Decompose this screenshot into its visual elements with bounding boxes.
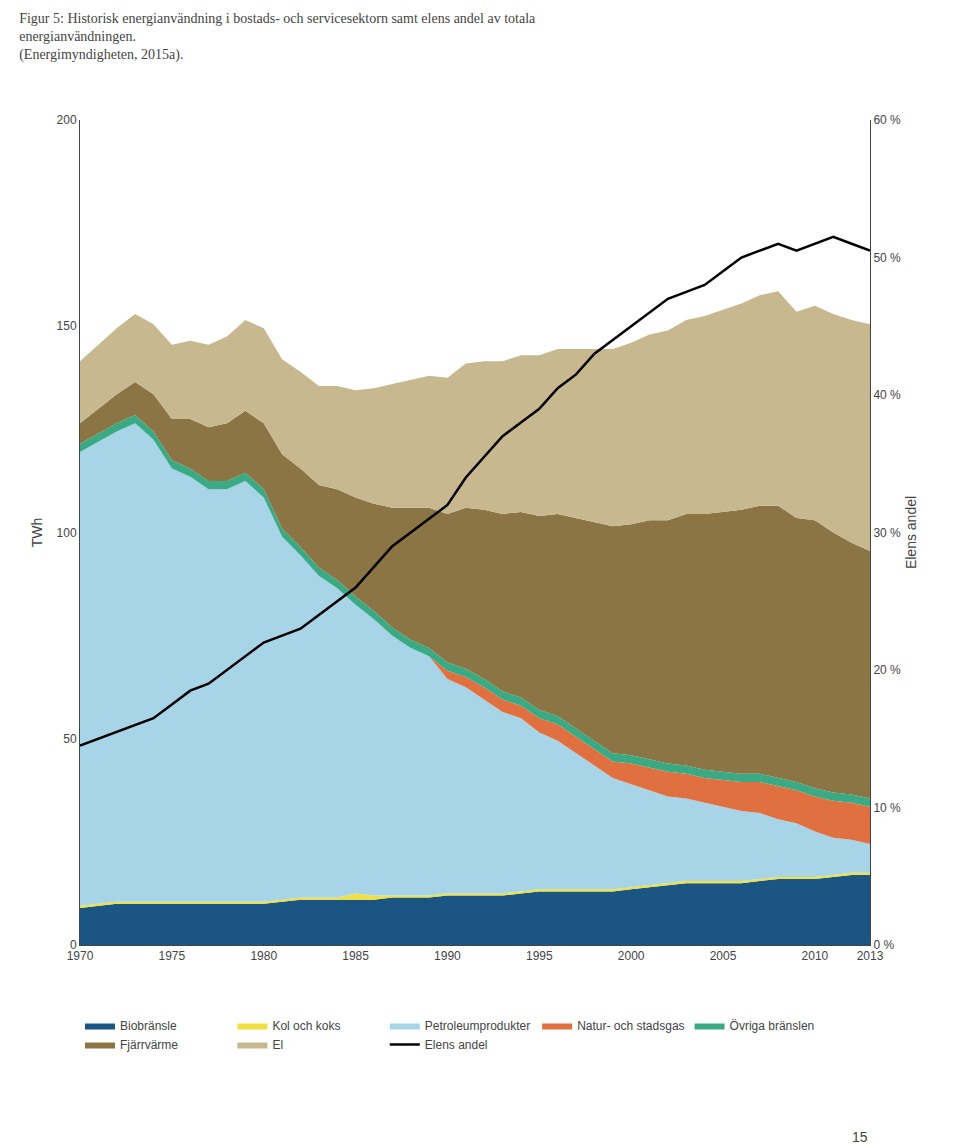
svg-text:Biobränsle: Biobränsle <box>120 1019 177 1033</box>
svg-text:1985: 1985 <box>342 949 369 963</box>
svg-text:Petroleumprodukter: Petroleumprodukter <box>425 1019 530 1033</box>
svg-text:200: 200 <box>57 113 77 127</box>
svg-text:Figur 5: Historisk energianvän: Figur 5: Historisk energianvändning i bo… <box>19 11 536 63</box>
svg-text:1990: 1990 <box>434 949 461 963</box>
svg-text:Elens andel: Elens andel <box>425 1038 488 1052</box>
svg-text:Kol och koks: Kol och koks <box>272 1019 340 1033</box>
svg-text:Fjärrvärme: Fjärrvärme <box>120 1038 178 1052</box>
svg-text:20 %: 20 % <box>873 663 901 677</box>
svg-text:1970: 1970 <box>67 949 94 963</box>
svg-text:Övriga bränslen: Övriga bränslen <box>730 1019 815 1033</box>
svg-text:1975: 1975 <box>159 949 186 963</box>
svg-text:1995: 1995 <box>526 949 553 963</box>
svg-text:1980: 1980 <box>250 949 277 963</box>
svg-text:2000: 2000 <box>618 949 645 963</box>
svg-text:0: 0 <box>70 938 77 952</box>
svg-text:150: 150 <box>57 319 77 333</box>
svg-text:Elens andel: Elens andel <box>903 496 919 569</box>
svg-text:60 %: 60 % <box>873 113 901 127</box>
svg-text:15: 15 <box>852 1129 868 1145</box>
svg-text:2010: 2010 <box>802 949 829 963</box>
svg-text:100: 100 <box>57 526 77 540</box>
svg-text:10 %: 10 % <box>873 801 901 815</box>
svg-text:50: 50 <box>63 732 77 746</box>
svg-text:30 %: 30 % <box>873 526 901 540</box>
svg-text:2005: 2005 <box>710 949 737 963</box>
svg-text:El: El <box>272 1038 283 1052</box>
svg-text:TWh: TWh <box>29 518 45 548</box>
svg-text:50 %: 50 % <box>873 251 901 265</box>
svg-text:Natur- och stadsgas: Natur- och stadsgas <box>577 1019 684 1033</box>
svg-text:40 %: 40 % <box>873 388 901 402</box>
svg-text:0 %: 0 % <box>873 938 894 952</box>
svg-text:2013: 2013 <box>857 949 884 963</box>
